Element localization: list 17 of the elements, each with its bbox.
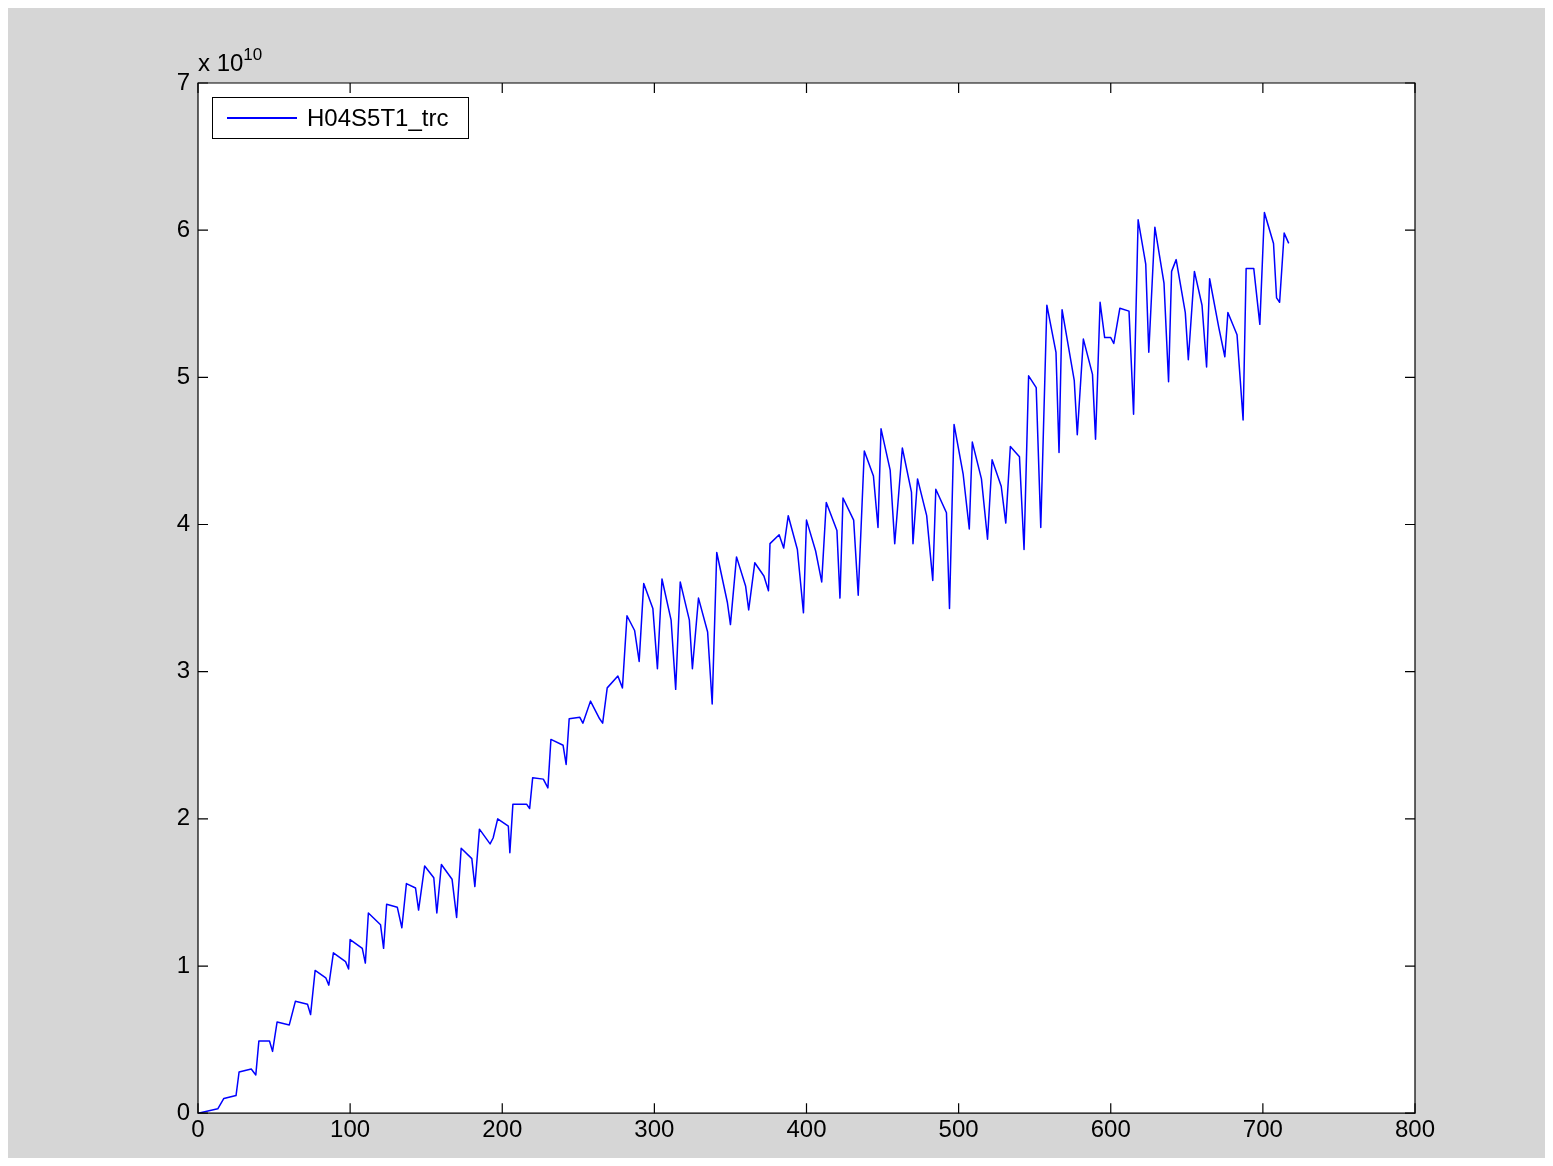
y-tick-label: 3: [176, 656, 190, 684]
x-tick-label: 500: [938, 1115, 979, 1143]
x-tick-label: 300: [634, 1115, 675, 1143]
x-tick-label: 400: [786, 1115, 827, 1143]
x-tick-label: 200: [482, 1115, 523, 1143]
y-tick-label: 0: [176, 1097, 190, 1125]
y-tick-label: 4: [176, 509, 190, 537]
x-tick-label: 800: [1394, 1115, 1436, 1143]
y-tick-label: 1: [176, 950, 190, 978]
x-tick-label: 700: [1242, 1115, 1283, 1143]
y-tick-label: 5: [176, 361, 190, 389]
legend-label: H04S5T1_trc: [307, 104, 449, 132]
y-tick-label: 2: [176, 803, 190, 831]
y-tick-label: 7: [176, 67, 190, 95]
x-tick-label: 600: [1090, 1115, 1131, 1143]
y-tick-label: 6: [176, 214, 190, 242]
x-tick-label: 100: [330, 1115, 371, 1143]
